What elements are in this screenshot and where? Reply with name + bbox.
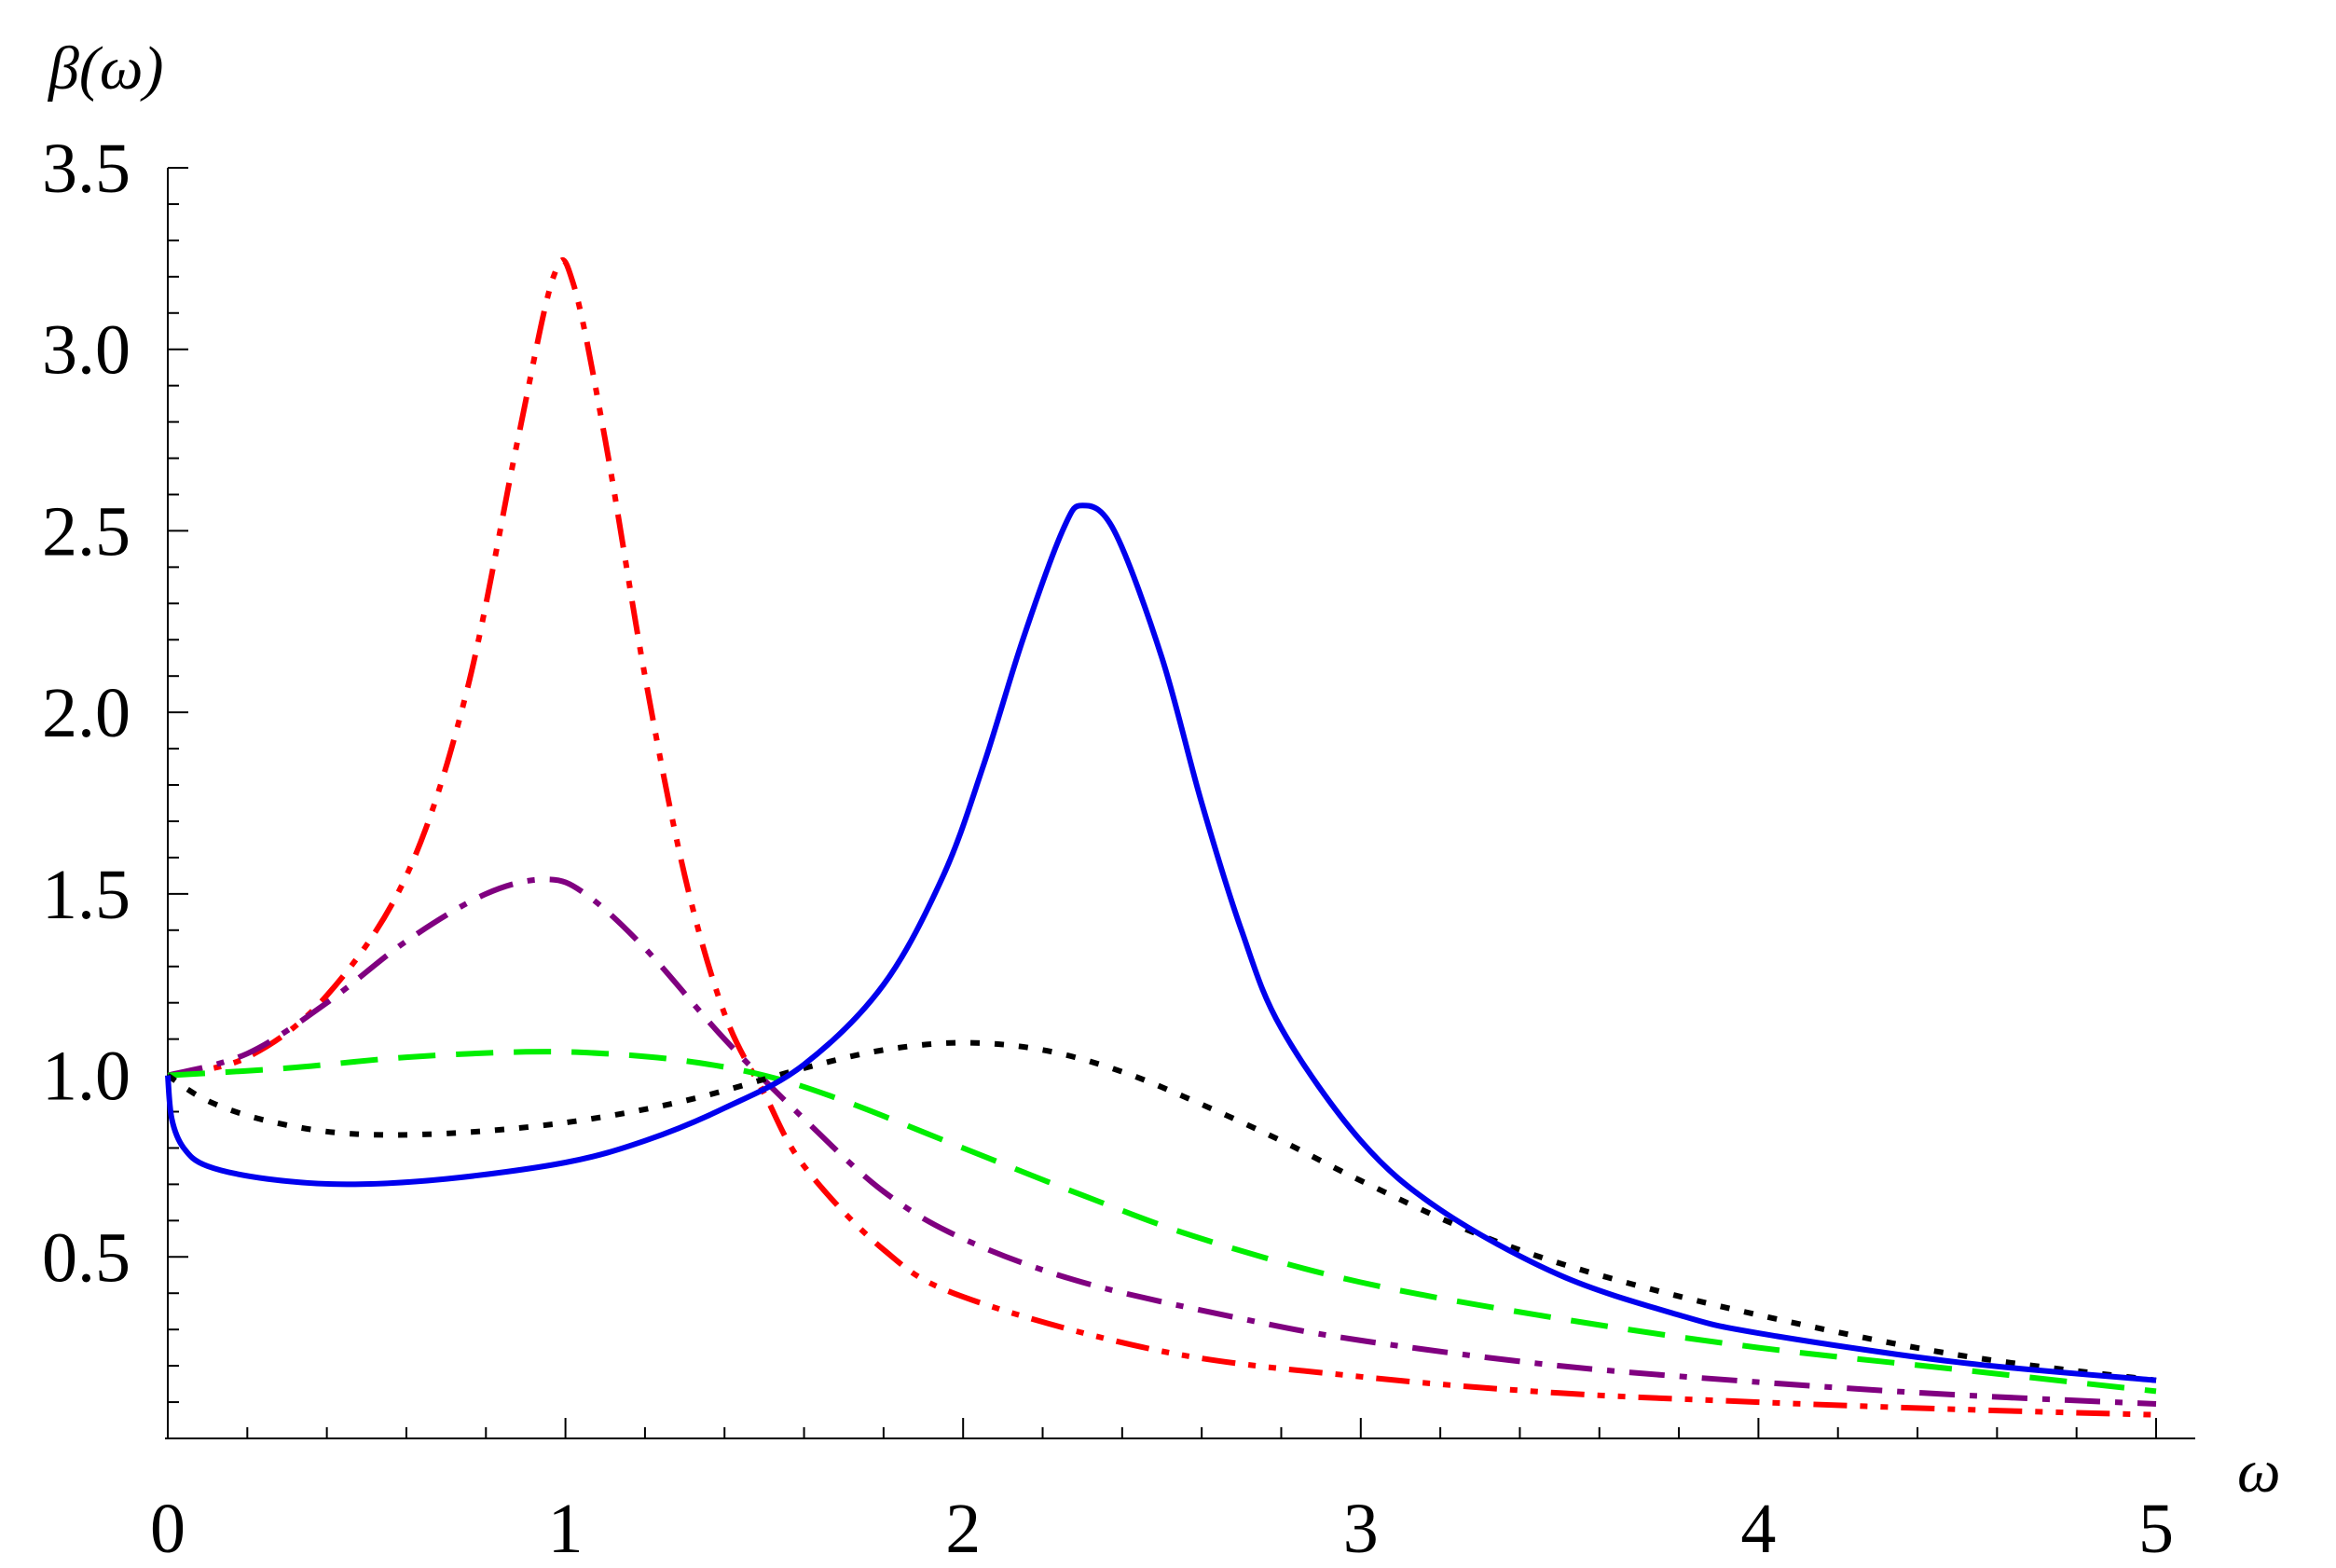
y-tick-label: 2.0 — [42, 674, 131, 752]
y-tick-label: 3.5 — [42, 130, 131, 208]
y-tick-label: 0.5 — [42, 1218, 131, 1297]
ticks — [167, 167, 2157, 1439]
series-line-1 — [167, 256, 2157, 1418]
x-tick-label: 4 — [1740, 1490, 1776, 1568]
series-line-2 — [167, 876, 2157, 1407]
x-tick-label: 1 — [548, 1490, 584, 1568]
x-tick-label: 3 — [1343, 1490, 1379, 1568]
x-tick-label: 5 — [2138, 1490, 2174, 1568]
y-tick-label: 3.0 — [42, 311, 131, 390]
series-line-3 — [167, 1049, 2157, 1395]
series-line-5 — [165, 502, 2157, 1383]
plot-area: 0 1 2 3 4 5 0.5 1.0 1.5 2.0 2.5 3.0 3.5 — [42, 130, 2195, 1568]
x-tick-label: 0 — [150, 1490, 186, 1568]
y-axis-title: β(ω) — [47, 34, 163, 103]
y-tick-label: 1.0 — [42, 1038, 131, 1116]
tick-labels: 0 1 2 3 4 5 0.5 1.0 1.5 2.0 2.5 3.0 3.5 — [42, 130, 2174, 1568]
y-tick-label: 2.5 — [42, 492, 131, 571]
x-tick-label: 2 — [945, 1490, 981, 1568]
series-line-4 — [166, 1039, 2157, 1383]
y-tick-label: 1.5 — [42, 856, 131, 934]
series-group — [165, 256, 2157, 1418]
x-axis-title: ω — [2237, 1437, 2281, 1506]
